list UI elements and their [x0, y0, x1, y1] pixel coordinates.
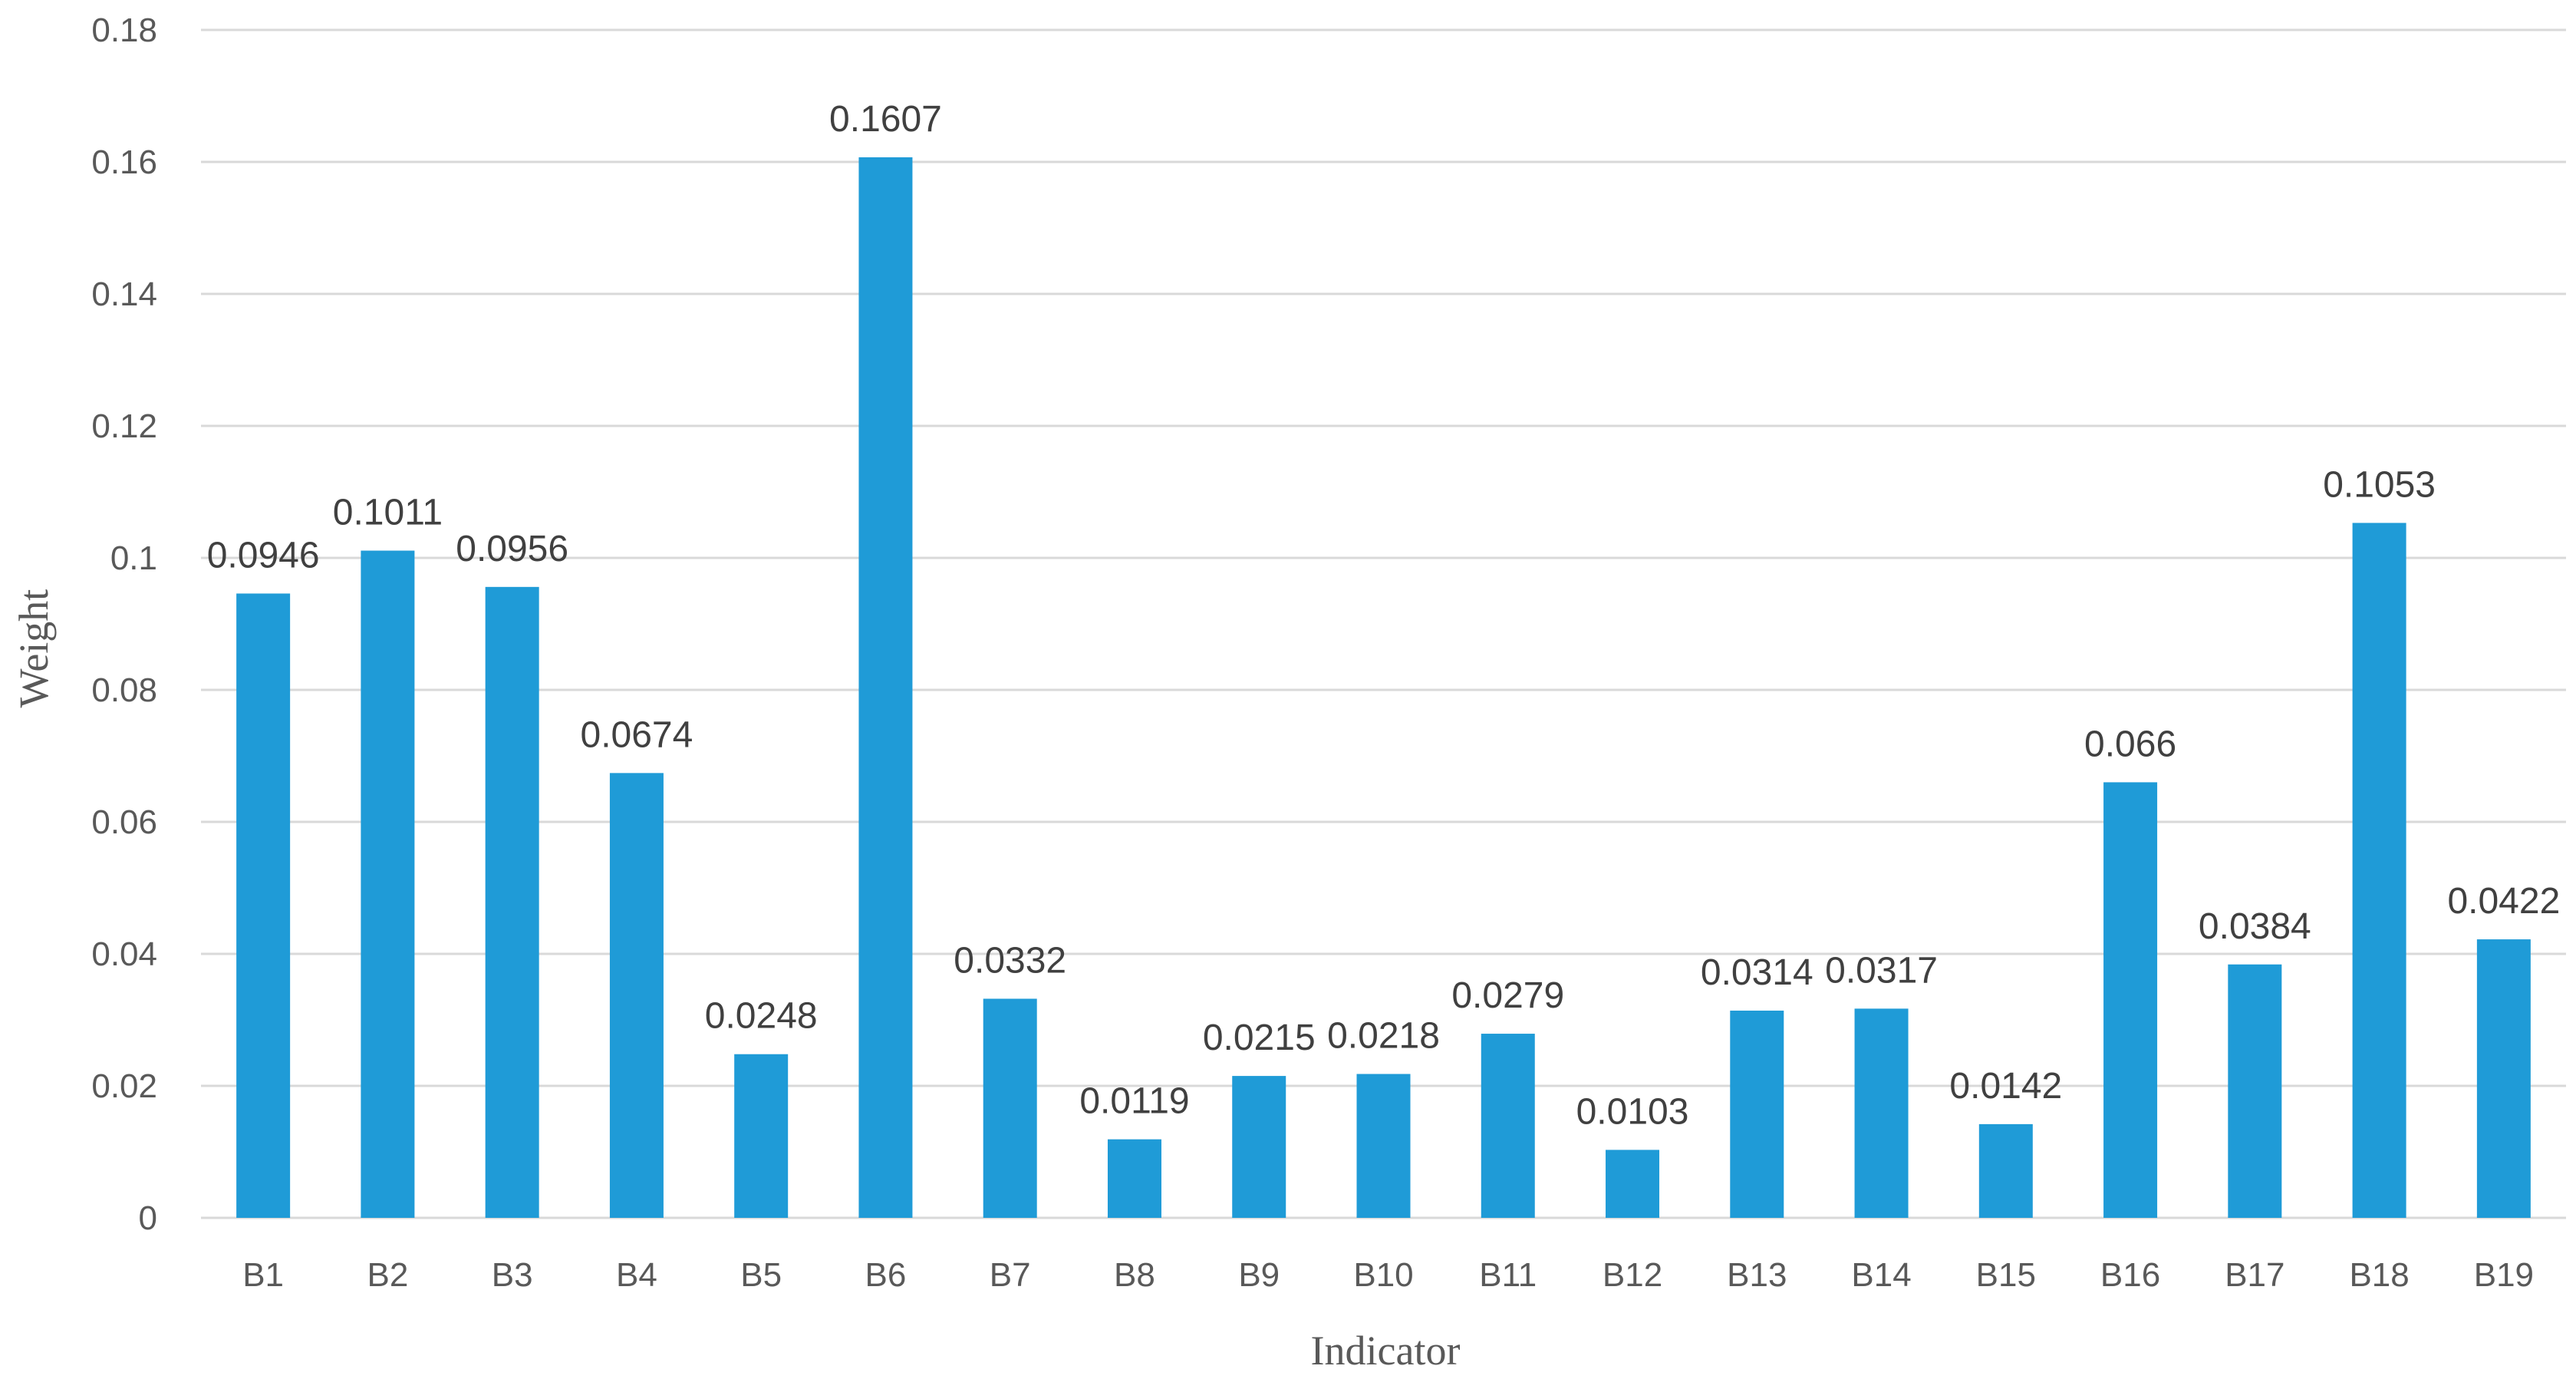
x-tick-label: B6: [865, 1256, 907, 1294]
y-tick-label: 0.08: [91, 671, 157, 709]
x-tick-label: B11: [1479, 1256, 1537, 1294]
x-tick-label: B19: [2474, 1256, 2534, 1294]
x-tick-label: B13: [1727, 1256, 1787, 1294]
bar: [2476, 939, 2531, 1218]
data-label: 0.0103: [1576, 1091, 1689, 1132]
data-label: 0.0384: [2199, 906, 2311, 947]
data-label: 0.0314: [1701, 952, 1813, 993]
x-tick-label: B17: [2225, 1256, 2284, 1294]
data-label: 0.066: [2084, 724, 2176, 764]
bars: [236, 157, 2531, 1219]
x-tick-label: B9: [1238, 1256, 1280, 1294]
y-tick-label: 0.12: [91, 407, 157, 445]
bar: [858, 157, 913, 1219]
data-label: 0.0142: [1949, 1066, 2062, 1107]
x-axis-title: Indicator: [1311, 1328, 1461, 1374]
bar: [1730, 1010, 1784, 1218]
x-tick-label: B8: [1114, 1256, 1155, 1294]
y-tick-label: 0.04: [91, 935, 157, 973]
bar: [1978, 1123, 2033, 1218]
data-label: 0.0946: [207, 535, 320, 576]
y-tick-label: 0.14: [91, 275, 157, 313]
y-axis-title: Weight: [11, 589, 57, 708]
x-tick-label: B2: [367, 1256, 408, 1294]
bar: [1606, 1150, 1660, 1218]
y-tick-label: 0.18: [91, 12, 157, 49]
bar: [2228, 964, 2282, 1218]
bar: [609, 773, 664, 1218]
x-axis-ticks: B1 B2 B3 B4 B5 B6 B7 B8 B9 B10 B11 B12 B13 B14 B15 B16 B…: [242, 1256, 2534, 1294]
bar: [1232, 1076, 1286, 1218]
x-tick-label: B4: [616, 1256, 657, 1294]
x-tick-label: B12: [1603, 1256, 1662, 1294]
data-label: 0.1011: [333, 493, 443, 533]
x-tick-label: B5: [740, 1256, 782, 1294]
data-label: 0.0248: [705, 996, 818, 1037]
data-labels: 0.0946 0.1011 0.0956 0.0674 0.0248 0.1607 0.03…: [207, 99, 2561, 1132]
data-label: 0.0956: [456, 529, 568, 569]
data-label: 0.0422: [2447, 881, 2560, 922]
y-tick-label: 0.1: [110, 539, 157, 577]
data-label: 0.1607: [829, 99, 942, 140]
x-tick-label: B10: [1353, 1256, 1413, 1294]
bar: [485, 586, 539, 1218]
bar: [1854, 1008, 1909, 1218]
y-axis-ticks: 0 0.02 0.04 0.06 0.08 0.1 0.12 0.14 0.16 0.18: [91, 12, 157, 1237]
y-tick-label: 0.06: [91, 803, 157, 841]
x-tick-label: B1: [242, 1256, 284, 1294]
x-tick-label: B14: [1851, 1256, 1911, 1294]
bar: [2352, 523, 2406, 1218]
data-label: 0.0332: [954, 940, 1066, 981]
data-label: 0.0218: [1327, 1016, 1440, 1057]
y-tick-label: 0.02: [91, 1067, 157, 1105]
x-tick-label: B18: [2349, 1256, 2409, 1294]
bar: [361, 550, 415, 1218]
data-label: 0.0317: [1825, 950, 1938, 991]
data-label: 0.0119: [1079, 1081, 1189, 1122]
data-label: 0.1053: [2323, 464, 2436, 505]
data-label: 0.0279: [1451, 975, 1564, 1016]
x-tick-label: B16: [2100, 1256, 2160, 1294]
y-tick-label: 0.16: [91, 144, 157, 181]
data-label: 0.0215: [1203, 1018, 1316, 1058]
bar: [734, 1054, 789, 1218]
y-tick-label: 0: [139, 1199, 157, 1237]
bar: [1356, 1074, 1411, 1218]
bar: [1481, 1034, 1535, 1218]
bar: [2103, 782, 2158, 1218]
gridlines: [201, 28, 2566, 1219]
bar: [1107, 1139, 1161, 1218]
data-label: 0.0674: [581, 714, 693, 755]
x-tick-label: B7: [990, 1256, 1031, 1294]
x-tick-label: B3: [492, 1256, 533, 1294]
x-tick-label: B15: [1976, 1256, 2036, 1294]
bar: [983, 998, 1037, 1218]
bar: [236, 593, 291, 1218]
